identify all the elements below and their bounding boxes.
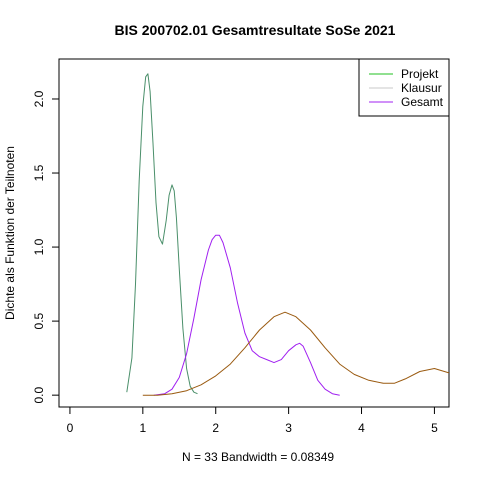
y-tick-label: 1.0 [32, 238, 46, 255]
legend-label: Projekt [401, 67, 439, 81]
y-axis-label: Dichte als Funktion der Teilnoten [3, 146, 17, 320]
chart-title: BIS 200702.01 Gesamtresultate SoSe 2021 [115, 22, 396, 38]
x-tick-label: 0 [67, 421, 74, 435]
legend-label: Gesamt [401, 95, 444, 109]
legend-label: Klausur [401, 81, 442, 95]
y-tick-label: 0.5 [32, 312, 46, 329]
series-line-klausur [142, 311, 450, 396]
series-layer [126, 73, 450, 396]
x-tick-label: 3 [285, 421, 292, 435]
y-tick-label: 2.0 [32, 90, 46, 107]
series-line-gesamt [153, 234, 340, 396]
x-axis: 0 1 2 3 4 5 [67, 406, 438, 435]
x-tick-label: 5 [431, 421, 438, 435]
y-tick-label: 1.5 [32, 164, 46, 181]
x-tick-label: 2 [212, 421, 219, 435]
x-axis-label: N = 33 Bandwidth = 0.08349 [182, 450, 334, 464]
y-tick-label: 0.0 [32, 386, 46, 403]
x-tick-label: 1 [139, 421, 146, 435]
y-axis: 0.0 0.5 1.0 1.5 2.0 [32, 90, 60, 403]
series-line-projekt [126, 73, 198, 395]
x-tick-label: 4 [358, 421, 365, 435]
